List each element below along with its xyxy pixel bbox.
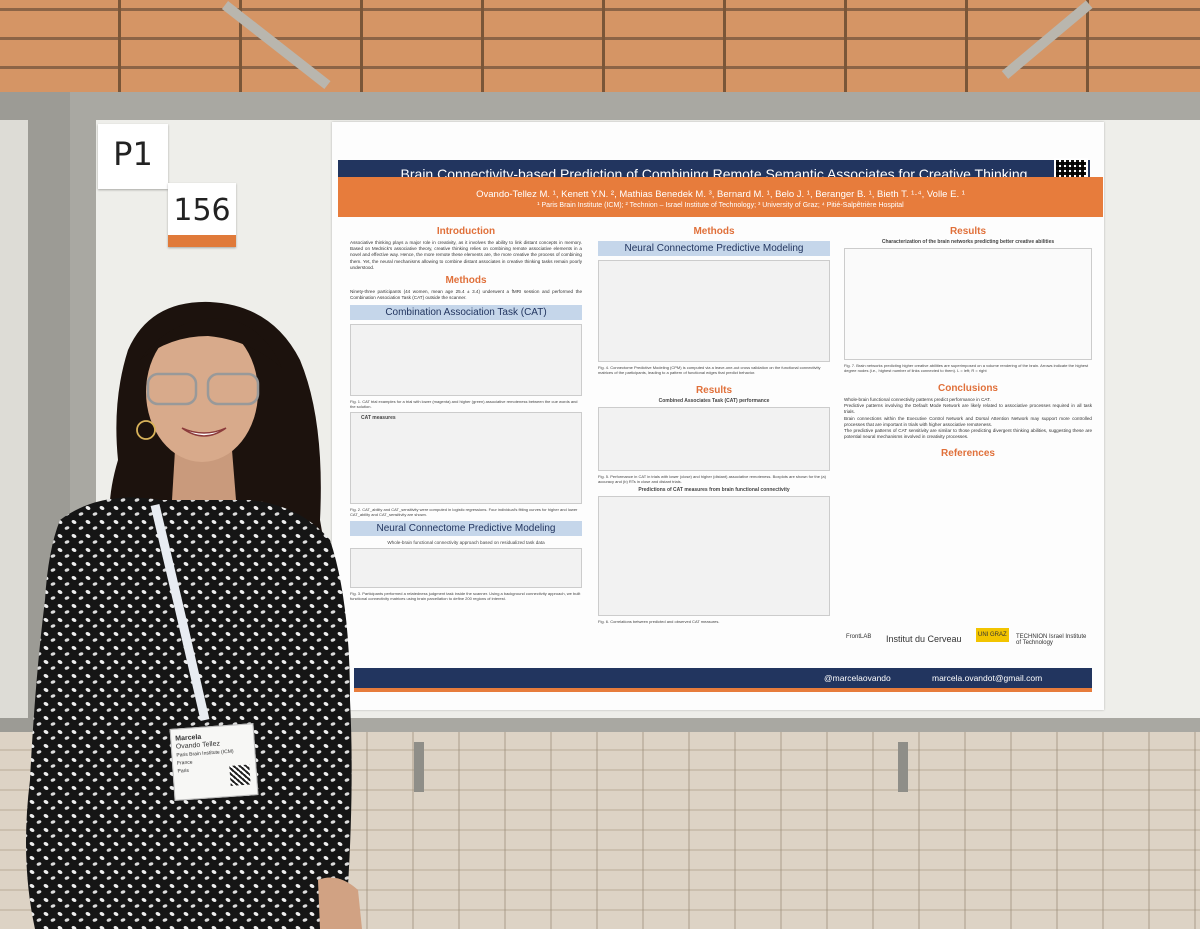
results-subtitle: Combined Associates Task (CAT) performan… <box>658 398 770 404</box>
figure-1 <box>350 324 582 397</box>
logo-row: FrontLAB Institut du Cerveau UNI GRAZ TE… <box>844 622 1092 662</box>
technion-logo: TECHNION Israel Institute of Technology <box>1016 634 1087 646</box>
research-poster: Brain Connectivity-based Prediction of C… <box>332 122 1104 710</box>
poster-column-2: Methods Neural Connectome Predictive Mod… <box>598 222 830 624</box>
poster-board-left <box>0 120 28 718</box>
cat-measures-label: CAT measures <box>361 415 396 422</box>
section-heading: Methods <box>445 275 487 287</box>
ncpm-subtitle: Whole-brain functional connectivity appr… <box>387 540 545 546</box>
poster-column-1: Introduction Associative thinking plays … <box>350 222 582 601</box>
uni-graz-logo: UNI GRAZ <box>976 628 1009 642</box>
section-heading: Results <box>949 226 987 237</box>
badge-qr-code-icon <box>229 764 251 786</box>
name-badge: Marcela Ovando Tellez Paris Brain Instit… <box>169 723 259 801</box>
figure-caption: Fig. 3. Participants performed a related… <box>350 591 581 602</box>
conclusion-item: The predictive patterns of CAT sensitivi… <box>844 428 1092 440</box>
methods-text: Ninety-three participants (44 women, mea… <box>350 289 582 301</box>
section-heading: Conclusions <box>937 383 998 394</box>
section-heading: Results <box>695 385 733 396</box>
frontlab-logo: FrontLAB <box>846 634 872 640</box>
figure-2: CAT measures <box>350 412 582 505</box>
cat-band: Combination Association Task (CAT) <box>350 305 582 321</box>
poster-authors: Ovando-Tellez M. ¹, Kenett Y.N. ², Mathi… <box>476 189 965 200</box>
twitter-handle: @marcelaovando <box>824 673 891 683</box>
conclusion-item: Brain connections within the Executive C… <box>844 415 1092 427</box>
section-heading: References <box>941 448 995 460</box>
stand-leg <box>898 742 908 792</box>
conclusion-item: Whole-brain functional connectivity patt… <box>844 397 991 402</box>
figure-caption: Fig. 4. Connectome Predictive Modeling (… <box>598 365 821 375</box>
section-heading: Methods <box>693 226 735 237</box>
figure-3 <box>350 548 582 589</box>
board-label-p1: P1 <box>98 124 168 189</box>
figure-5 <box>598 407 830 471</box>
board-number: 156 <box>168 183 236 247</box>
brick-wall <box>0 0 1200 95</box>
ncpm-band: Neural Connectome Predictive Modeling <box>350 521 582 537</box>
poster-authors-band: Ovando-Tellez M. ¹, Kenett Y.N. ², Mathi… <box>338 177 1103 217</box>
poster-column-3: Results Characterization of the brain ne… <box>844 222 1092 557</box>
intro-text: Associative thinking plays a major role … <box>350 240 582 270</box>
poster-footer: @marcelaovando marcela.ovandot@gmail.com <box>354 668 1092 692</box>
figure-4 <box>598 260 830 362</box>
figure-caption: Fig. 6. Correlations between predicted a… <box>598 619 720 624</box>
figure-caption: Fig. 2. CAT_ability and CAT_sensitivity … <box>350 507 578 518</box>
figure-7 <box>844 248 1092 360</box>
contact-email: marcela.ovandot@gmail.com <box>932 673 1043 683</box>
stand-leg <box>414 742 424 792</box>
results-subtitle: Characterization of the brain networks p… <box>881 239 1055 245</box>
ncpm-band: Neural Connectome Predictive Modeling <box>598 241 830 256</box>
section-heading: Introduction <box>436 226 496 237</box>
references-list <box>844 462 1092 555</box>
figure-caption: Fig. 7. Brain networks predicting higher… <box>844 363 1089 373</box>
figure-caption: Fig. 1. CAT trial examples for a trial w… <box>350 399 578 410</box>
figure-caption: Fig. 5. Performance in CAT in trials wit… <box>598 474 826 484</box>
institut-cerveau-logo: Institut du Cerveau <box>886 634 962 644</box>
conclusion-item: Predictive patterns involving the Defaul… <box>844 403 1092 415</box>
predictions-title: Predictions of CAT measures from brain f… <box>638 487 790 493</box>
figure-6 <box>598 496 830 616</box>
poster-affiliations: ¹ Paris Brain Institute (ICM); ² Technio… <box>537 202 904 209</box>
